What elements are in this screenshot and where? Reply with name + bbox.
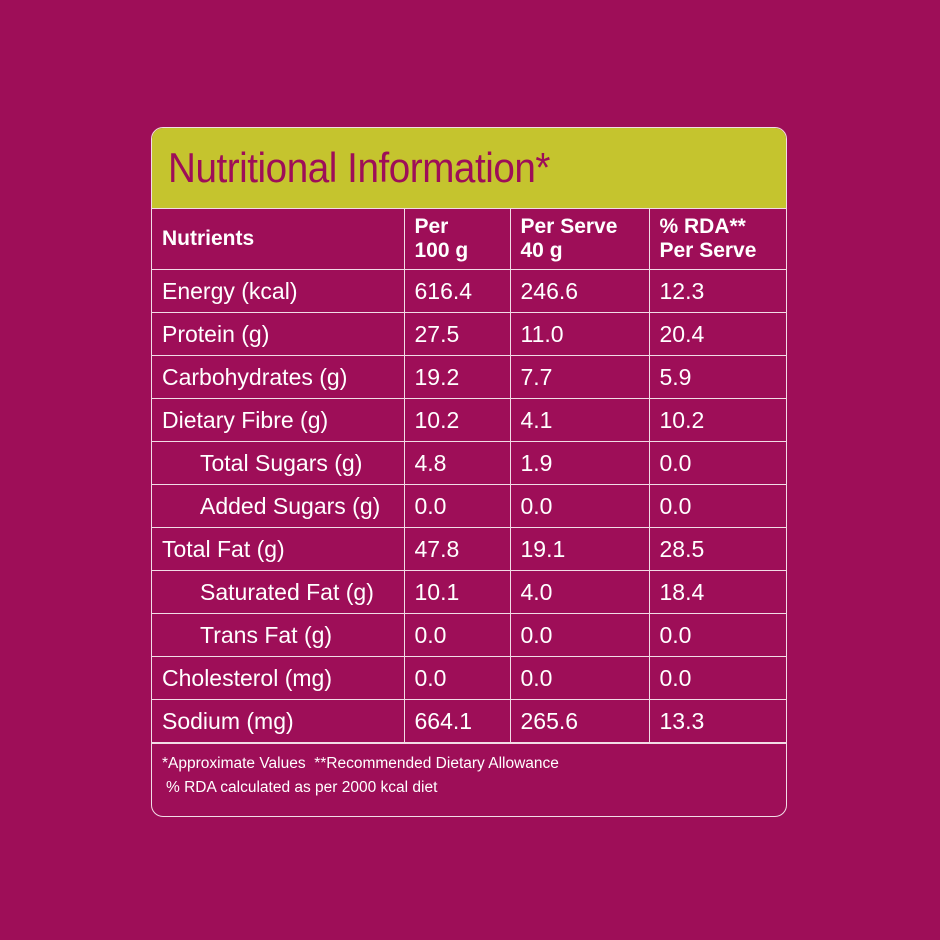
table-row: Added Sugars (g) 0.0 0.0 0.0: [152, 484, 786, 528]
value-per-serve: 265.6: [509, 699, 650, 743]
nutrient-name: Sodium (mg): [152, 699, 405, 743]
value-rda: 20.4: [648, 312, 786, 356]
value-per-serve: 11.0: [509, 312, 650, 356]
value-per-serve: 0.0: [509, 484, 650, 528]
value-rda: 5.9: [648, 355, 786, 399]
value-rda: 10.2: [648, 398, 786, 442]
footnote-rda-basis: % RDA calculated as per 2000 kcal diet: [166, 779, 438, 796]
value-rda: 13.3: [648, 699, 786, 743]
nutrient-name: Added Sugars (g): [152, 484, 405, 528]
value-per-serve: 0.0: [509, 613, 650, 657]
table-row: Saturated Fat (g) 10.1 4.0 18.4: [152, 570, 786, 614]
table-row: Total Sugars (g) 4.8 1.9 0.0: [152, 441, 786, 485]
value-per-100g: 0.0: [403, 613, 511, 657]
nutrient-name: Carbohydrates (g): [152, 355, 405, 399]
header-rda: % RDA** Per Serve: [648, 209, 786, 270]
value-per-100g: 10.1: [403, 570, 511, 614]
value-per-serve: 1.9: [509, 441, 650, 485]
table-row: Cholesterol (mg) 0.0 0.0 0.0: [152, 656, 786, 700]
value-per-100g: 27.5: [403, 312, 511, 356]
value-rda: 0.0: [648, 656, 786, 700]
nutrient-name: Saturated Fat (g): [152, 570, 405, 614]
value-per-serve: 4.0: [509, 570, 650, 614]
value-rda: 28.5: [648, 527, 786, 571]
value-rda: 0.0: [648, 441, 786, 485]
table-row: Trans Fat (g) 0.0 0.0 0.0: [152, 613, 786, 657]
value-per-100g: 10.2: [403, 398, 511, 442]
footnotes: *Approximate Values **Recommended Dietar…: [152, 743, 786, 800]
table-row: Sodium (mg) 664.1 265.6 13.3: [152, 699, 786, 743]
value-per-100g: 616.4: [403, 269, 511, 313]
nutrient-name: Trans Fat (g): [152, 613, 405, 657]
table-header-row: Nutrients Per 100 g Per Serve 40 g % RDA**…: [152, 209, 786, 270]
nutrition-table: Nutrients Per 100 g Per Serve 40 g % RDA**…: [152, 209, 786, 743]
value-per-serve: 4.1: [509, 398, 650, 442]
value-per-100g: 4.8: [403, 441, 511, 485]
value-rda: 12.3: [648, 269, 786, 313]
header-per-100g: Per 100 g: [403, 209, 511, 270]
value-per-100g: 0.0: [403, 656, 511, 700]
value-rda: 18.4: [648, 570, 786, 614]
value-per-serve: 19.1: [509, 527, 650, 571]
value-per-100g: 47.8: [403, 527, 511, 571]
value-per-100g: 0.0: [403, 484, 511, 528]
header-per-serve: Per Serve 40 g: [509, 209, 650, 270]
nutrient-name: Protein (g): [152, 312, 405, 356]
table-row: Protein (g) 27.5 11.0 20.4: [152, 312, 786, 356]
value-per-100g: 664.1: [403, 699, 511, 743]
nutrient-name: Total Fat (g): [152, 527, 405, 571]
value-per-serve: 7.7: [509, 355, 650, 399]
panel-title: Nutritional Information*: [168, 144, 550, 191]
table-row: Total Fat (g) 47.8 19.1 28.5: [152, 527, 786, 571]
value-rda: 0.0: [648, 613, 786, 657]
nutrient-name: Dietary Fibre (g): [152, 398, 405, 442]
nutrient-name: Cholesterol (mg): [152, 656, 405, 700]
value-per-serve: 246.6: [509, 269, 650, 313]
title-band: Nutritional Information*: [152, 128, 786, 209]
table-row: Carbohydrates (g) 19.2 7.7 5.9: [152, 355, 786, 399]
value-rda: 0.0: [648, 484, 786, 528]
value-per-100g: 19.2: [403, 355, 511, 399]
header-nutrients: Nutrients: [152, 209, 405, 270]
nutrient-name: Total Sugars (g): [152, 441, 405, 485]
nutrition-panel: Nutritional Information* Nutrients Per 10…: [151, 127, 787, 817]
nutrient-name: Energy (kcal): [152, 269, 405, 313]
value-per-serve: 0.0: [509, 656, 650, 700]
footnote-definitions: *Approximate Values **Recommended Dietar…: [162, 755, 559, 772]
table-row: Dietary Fibre (g) 10.2 4.1 10.2: [152, 398, 786, 442]
table-row: Energy (kcal) 616.4 246.6 12.3: [152, 269, 786, 313]
